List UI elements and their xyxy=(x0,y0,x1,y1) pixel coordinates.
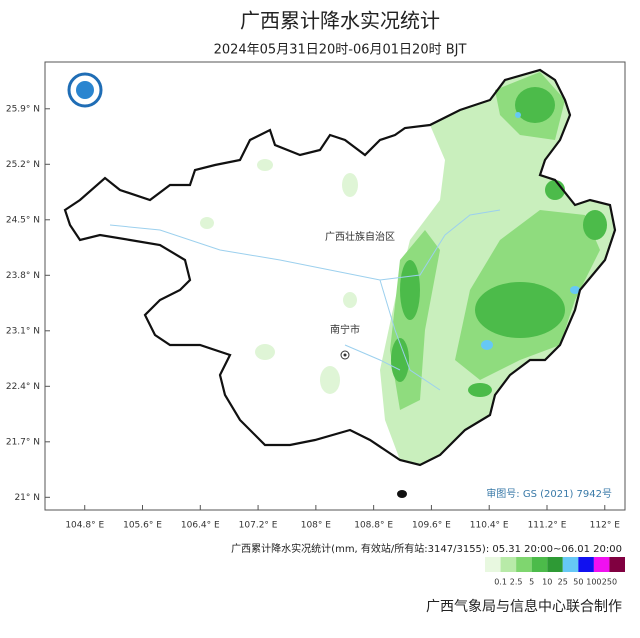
legend-swatch xyxy=(609,557,625,572)
rain-light-patch xyxy=(343,292,357,308)
guangxi-border xyxy=(63,68,617,467)
footer: 广西气象局与信息中心联合制作 xyxy=(426,598,622,615)
rain-light-patch xyxy=(200,217,214,229)
subtitle: 2024年05月31日20时-06月01日20时 BJT xyxy=(214,43,467,58)
y-tick-label: 23.8° N xyxy=(6,271,40,281)
legend-caption: 广西累计降水实况统计(mm, 有效站/所有站:3147/3155): 05.31… xyxy=(231,542,622,555)
y-tick-label: 21° N xyxy=(14,493,40,503)
legend-label: 250 xyxy=(602,578,617,587)
x-tick-label: 111.2° E xyxy=(528,521,567,531)
legend-label: 0.1 xyxy=(494,578,507,587)
y-tick-label: 25.2° N xyxy=(6,160,40,170)
rain-heavy xyxy=(400,260,420,320)
legend-swatch xyxy=(578,557,594,572)
legend-swatch xyxy=(485,557,501,572)
x-tick-label: 108.8° E xyxy=(354,521,393,531)
x-tick-label: 108° E xyxy=(301,521,332,531)
x-tick-label: 109.6° E xyxy=(412,521,451,531)
rain-heavy xyxy=(468,383,492,397)
x-tick-label: 107.2° E xyxy=(239,521,278,531)
rain-light-patch xyxy=(255,344,275,360)
approval-number: 审图号: GS (2021) 7942号 xyxy=(486,487,612,500)
map-layer xyxy=(63,68,617,498)
logo xyxy=(67,72,103,108)
city-label: 南宁市 xyxy=(330,323,360,336)
rain-light-patch xyxy=(342,173,358,197)
city-marker-dot xyxy=(343,353,347,357)
rain-50 xyxy=(570,286,580,294)
title: 广西累计降水实况统计 xyxy=(240,9,440,33)
rain-50 xyxy=(481,340,493,350)
x-tick-label: 104.8° E xyxy=(65,521,104,531)
legend-swatch xyxy=(593,557,610,572)
legend-swatch xyxy=(500,557,517,572)
rain-50 xyxy=(515,112,521,118)
legend-label: 10 xyxy=(542,578,552,587)
rain-light-patch xyxy=(257,159,273,171)
island xyxy=(397,490,407,498)
city-marker xyxy=(340,350,350,360)
rain-heavy xyxy=(583,210,607,240)
legend-label: 100 xyxy=(586,578,601,587)
legend-label: 2.5 xyxy=(510,578,523,587)
region-label: 广西壮族自治区 xyxy=(325,230,395,243)
y-tick-label: 23.1° N xyxy=(6,326,40,336)
rain-heavy xyxy=(391,338,409,382)
rain-light-patch xyxy=(320,366,340,394)
rain-heavy xyxy=(515,87,555,123)
y-tick-label: 21.7° N xyxy=(6,437,40,447)
legend-label: 25 xyxy=(558,578,568,587)
x-tick-label: 112° E xyxy=(590,521,621,531)
x-tick-label: 110.4° E xyxy=(470,521,509,531)
y-tick-label: 25.9° N xyxy=(6,104,40,114)
x-tick-label: 105.6° E xyxy=(123,521,162,531)
legend-swatch xyxy=(516,557,532,572)
legend-label: 5 xyxy=(529,578,534,587)
legend-label: 50 xyxy=(573,578,583,587)
legend-swatch xyxy=(531,557,548,572)
y-tick-label: 24.5° N xyxy=(6,215,40,225)
river xyxy=(109,209,501,391)
x-tick-label: 106.4° E xyxy=(181,521,220,531)
legend-swatch xyxy=(562,557,579,572)
legend-swatch xyxy=(547,557,563,572)
rain-heavy xyxy=(475,282,565,338)
y-tick-label: 22.4° N xyxy=(6,382,40,392)
